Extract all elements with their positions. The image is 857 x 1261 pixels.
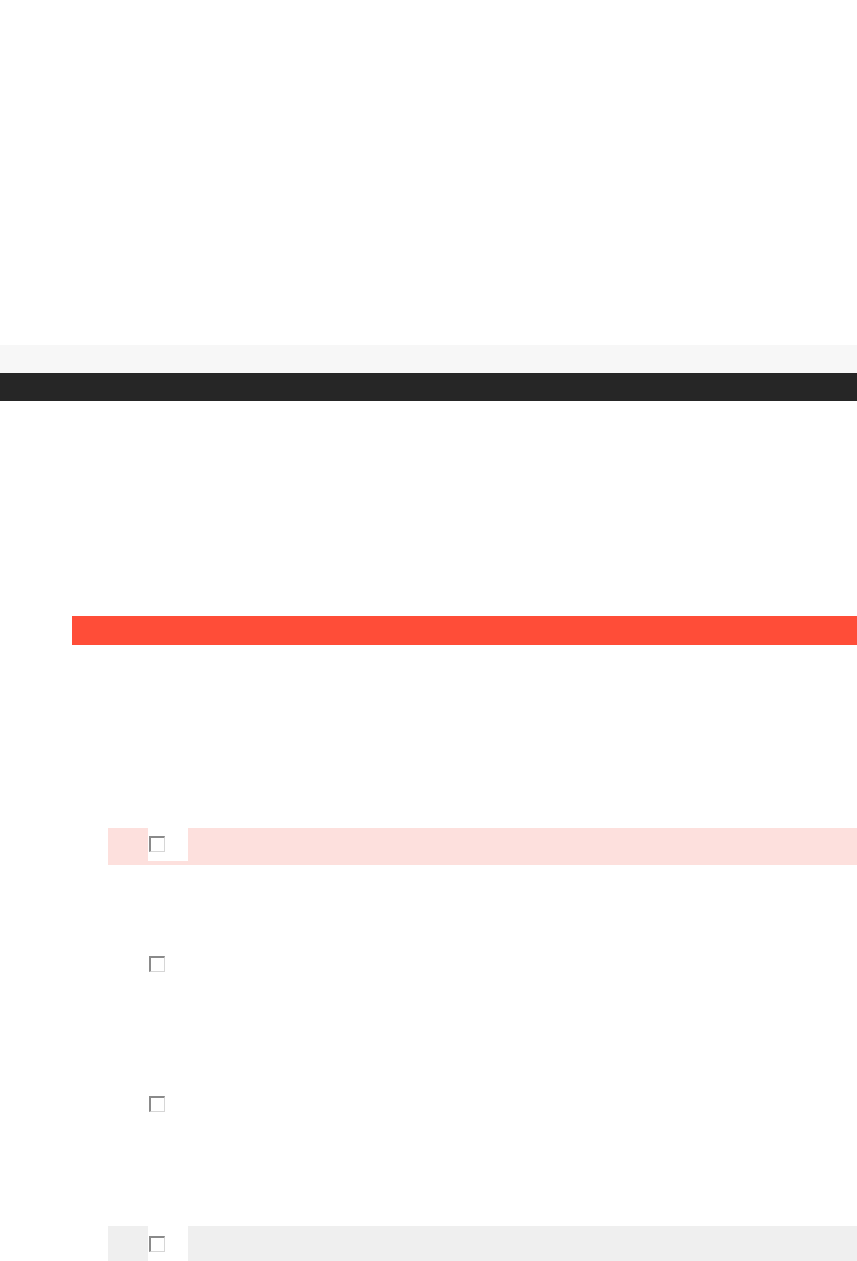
header-band <box>72 616 857 645</box>
nav-bar <box>0 373 857 401</box>
list-row-highlighted[interactable] <box>108 828 857 865</box>
checkbox[interactable] <box>149 1236 165 1252</box>
checkbox[interactable] <box>149 1096 165 1112</box>
checkbox[interactable] <box>149 956 165 972</box>
checkbox[interactable] <box>149 836 165 852</box>
toolbar-strip <box>0 345 857 373</box>
list-row-hover[interactable] <box>108 1226 857 1261</box>
